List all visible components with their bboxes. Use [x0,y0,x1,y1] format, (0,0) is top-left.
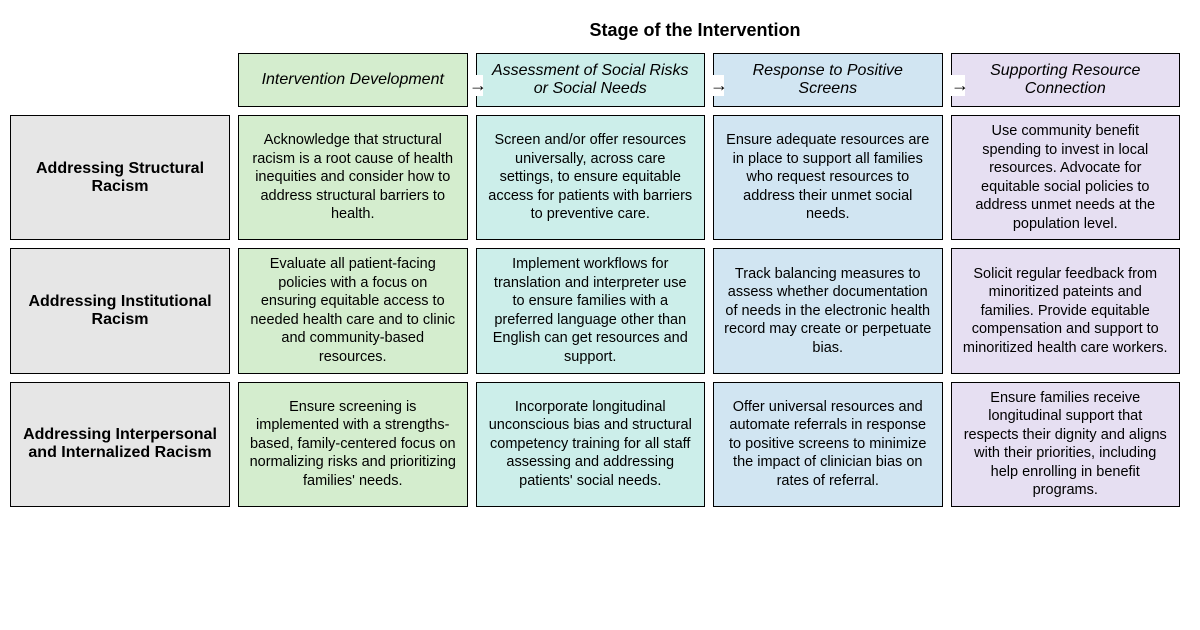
col-header-1: Intervention Development [238,53,468,107]
row-header-2: Addressing Institutional Racism [10,248,230,373]
cell-r1-c1: Acknowledge that structural racism is a … [238,115,468,240]
col-header-4: Supporting Resource Connection [951,53,1181,107]
cell-r1-c2: Screen and/or offer resources universall… [476,115,706,240]
arrow-2-icon: → [710,75,724,96]
cell-r2-c3: Track balancing measures to assess wheth… [713,248,943,373]
cell-r2-c1: Evaluate all patient-facing policies wit… [238,248,468,373]
cell-r2-c4: Solicit regular feedback from minoritize… [951,248,1181,373]
cell-r3-c3: Offer universal resources and automate r… [713,382,943,507]
col-header-2: Assessment of Social Risks or Social Nee… [476,53,706,107]
cell-r3-c2: Incorporate longitudinal unconscious bia… [476,382,706,507]
cell-r3-c4: Ensure families receive longitudinal sup… [951,382,1181,507]
cell-r1-c3: Ensure adequate resources are in place t… [713,115,943,240]
arrow-1-icon: → [469,75,483,96]
corner-spacer [10,53,230,107]
page-title: Stage of the Intervention [210,20,1180,41]
col-header-3: Response to Positive Screens [713,53,943,107]
row-header-3: Addressing Interpersonal and Internalize… [10,382,230,507]
arrow-3-icon: → [951,75,965,96]
cell-r2-c2: Implement workflows for translation and … [476,248,706,373]
row-header-1: Addressing Structural Racism [10,115,230,240]
matrix-grid: Intervention Development Assessment of S… [10,53,1180,507]
cell-r3-c1: Ensure screening is implemented with a s… [238,382,468,507]
cell-r1-c4: Use community benefit spending to invest… [951,115,1181,240]
